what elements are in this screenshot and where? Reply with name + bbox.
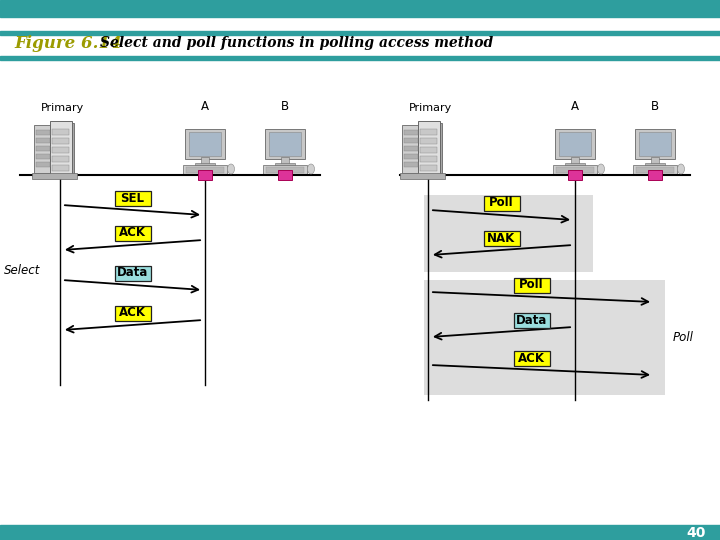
Ellipse shape	[228, 164, 235, 174]
Bar	[114, 266, 150, 280]
Bar	[52, 165, 69, 171]
Bar	[639, 132, 671, 156]
Bar	[420, 138, 437, 144]
Text: Data: Data	[117, 267, 148, 280]
Bar	[418, 121, 440, 177]
Bar	[52, 129, 69, 135]
Bar	[553, 165, 597, 175]
Bar	[114, 191, 150, 206]
Bar	[189, 132, 221, 156]
Bar	[52, 138, 69, 144]
Bar	[513, 313, 549, 327]
Bar	[555, 129, 595, 159]
Bar	[36, 138, 50, 143]
Bar	[404, 138, 418, 143]
Text: A: A	[571, 100, 579, 113]
Text: Poll: Poll	[519, 279, 544, 292]
Bar	[0, 525, 720, 540]
Text: NAK: NAK	[487, 232, 516, 245]
Bar	[114, 226, 150, 240]
Bar	[186, 167, 224, 173]
Text: ACK: ACK	[119, 307, 146, 320]
Bar	[263, 165, 307, 175]
Bar	[269, 132, 301, 156]
Bar	[651, 157, 659, 165]
Bar	[36, 146, 50, 151]
Bar	[424, 195, 593, 272]
Bar	[275, 163, 295, 167]
Bar	[52, 156, 69, 162]
Ellipse shape	[307, 164, 315, 174]
Bar	[281, 157, 289, 165]
Bar	[400, 173, 445, 179]
Bar	[278, 170, 292, 180]
Text: Select: Select	[4, 264, 40, 276]
Bar	[36, 154, 50, 159]
Bar	[185, 129, 225, 159]
Bar	[420, 156, 437, 162]
Bar	[636, 167, 674, 173]
Text: Select and poll functions in polling access method: Select and poll functions in polling acc…	[100, 36, 493, 50]
Bar	[420, 165, 437, 171]
Ellipse shape	[678, 164, 685, 174]
Bar	[571, 157, 579, 165]
Text: B: B	[651, 100, 659, 113]
Bar	[422, 123, 442, 175]
Bar	[36, 162, 50, 167]
Bar	[198, 170, 212, 180]
Text: Data: Data	[516, 314, 547, 327]
Bar	[54, 123, 74, 175]
Bar	[201, 157, 209, 165]
Bar	[183, 165, 227, 175]
Bar	[404, 162, 418, 167]
Bar	[404, 154, 418, 159]
Text: ACK: ACK	[119, 226, 146, 240]
Bar	[484, 231, 520, 246]
Bar	[556, 167, 594, 173]
Text: Primary: Primary	[408, 103, 451, 113]
Bar	[0, 56, 720, 60]
Text: Poll: Poll	[489, 197, 514, 210]
Bar	[402, 125, 420, 173]
Bar	[635, 129, 675, 159]
Bar	[559, 132, 591, 156]
Bar	[50, 121, 72, 177]
Bar	[565, 163, 585, 167]
Bar	[513, 350, 549, 366]
Bar	[114, 306, 150, 321]
Bar	[568, 170, 582, 180]
Text: SEL: SEL	[120, 192, 145, 205]
Text: Figure 6.14: Figure 6.14	[14, 35, 122, 51]
Bar	[404, 130, 418, 135]
Text: A: A	[201, 100, 209, 113]
Bar	[266, 167, 304, 173]
Bar	[32, 173, 77, 179]
Bar	[484, 195, 520, 211]
Bar	[404, 146, 418, 151]
Bar	[52, 147, 69, 153]
Bar	[34, 125, 52, 173]
Bar	[420, 147, 437, 153]
Text: Primary: Primary	[40, 103, 84, 113]
Text: ACK: ACK	[518, 352, 545, 365]
Text: Poll: Poll	[673, 331, 694, 344]
Bar	[645, 163, 665, 167]
Text: B: B	[281, 100, 289, 113]
Text: 40: 40	[687, 526, 706, 540]
Ellipse shape	[598, 164, 605, 174]
Bar	[633, 165, 677, 175]
Bar	[0, 31, 720, 35]
Bar	[420, 129, 437, 135]
Bar	[36, 130, 50, 135]
Bar	[265, 129, 305, 159]
Bar	[648, 170, 662, 180]
Bar	[195, 163, 215, 167]
Bar	[424, 280, 665, 395]
Bar	[513, 278, 549, 293]
Bar	[0, 0, 720, 17]
